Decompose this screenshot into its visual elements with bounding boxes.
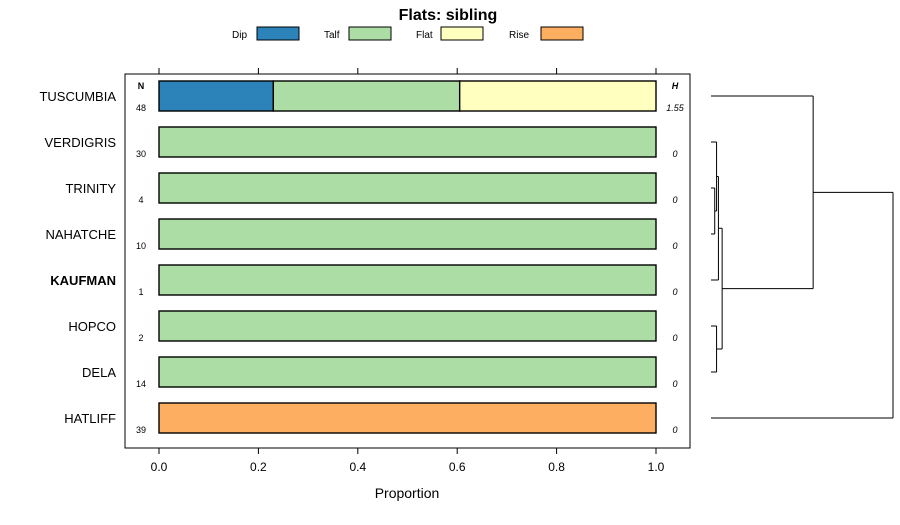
legend-label-talf: Talf [324, 30, 340, 41]
h-value: 0 [672, 287, 677, 297]
legend-swatch-rise [540, 26, 584, 41]
legend-label-dip: Dip [232, 30, 247, 41]
category-label: NAHATCHE [45, 227, 116, 242]
bar-rows: TUSCUMBIA 48 1.55 VERDIGRIS 30 0 TRINITY 4 0 NAHA… [39, 80, 685, 435]
x-tick-label: 0.6 [449, 460, 466, 474]
bar-segment-talf [158, 218, 657, 250]
n-value: 14 [136, 379, 146, 389]
h-value: 0 [672, 379, 677, 389]
legend-swatch-flat [440, 26, 484, 41]
legend-swatch-dip [256, 26, 300, 41]
bar-segment-talf [158, 264, 657, 296]
bar-segment-talf [158, 356, 657, 388]
dendrogram [711, 95, 894, 419]
x-tick-label: 0.4 [349, 460, 366, 474]
bar-segment-talf [158, 172, 657, 204]
h-value: 0 [672, 195, 677, 205]
h-value: 0 [672, 241, 677, 251]
n-value: 30 [136, 149, 146, 159]
n-value: 1 [138, 287, 143, 297]
legend-label-flat: Flat [416, 30, 433, 41]
category-label: HOPCO [68, 319, 116, 334]
bar-segment-talf [272, 80, 461, 112]
h-value: 0 [672, 149, 677, 159]
n-value: 10 [136, 241, 146, 251]
x-tick-label: 0.0 [151, 460, 168, 474]
category-label: VERDIGRIS [44, 135, 116, 150]
h-value: 0 [672, 425, 677, 435]
bar-segment-talf [158, 126, 657, 158]
legend-label-rise: Rise [509, 30, 529, 41]
category-label: HATLIFF [64, 411, 116, 426]
n-value: 39 [136, 425, 146, 435]
category-label: KAUFMAN [50, 273, 116, 288]
bar-segment-rise [158, 402, 657, 434]
plot-panel [124, 73, 691, 449]
x-axis-label: Proportion [375, 485, 440, 501]
x-tick-label: 0.8 [548, 460, 565, 474]
h-header: H [672, 81, 679, 91]
category-label: TRINITY [65, 181, 116, 196]
n-header: N [138, 81, 145, 91]
x-axis: 0.0 0.2 0.4 0.6 0.8 1.0 [151, 68, 665, 474]
x-tick-label: 0.2 [250, 460, 267, 474]
bar-segment-dip [158, 80, 275, 112]
n-value: 48 [136, 103, 146, 113]
category-label: TUSCUMBIA [39, 89, 116, 104]
legend-swatch-talf [348, 26, 392, 41]
category-label: DELA [82, 365, 116, 380]
h-value: 0 [672, 333, 677, 343]
chart-title: Flats: sibling [399, 7, 498, 24]
bar-segment-flat [458, 80, 657, 112]
n-value: 2 [138, 333, 143, 343]
h-value: 1.55 [666, 103, 685, 113]
x-tick-label: 1.0 [648, 460, 665, 474]
legend: Dip Talf Flat Rise [232, 26, 584, 41]
n-value: 4 [138, 195, 143, 205]
bar-segment-talf [158, 310, 657, 342]
